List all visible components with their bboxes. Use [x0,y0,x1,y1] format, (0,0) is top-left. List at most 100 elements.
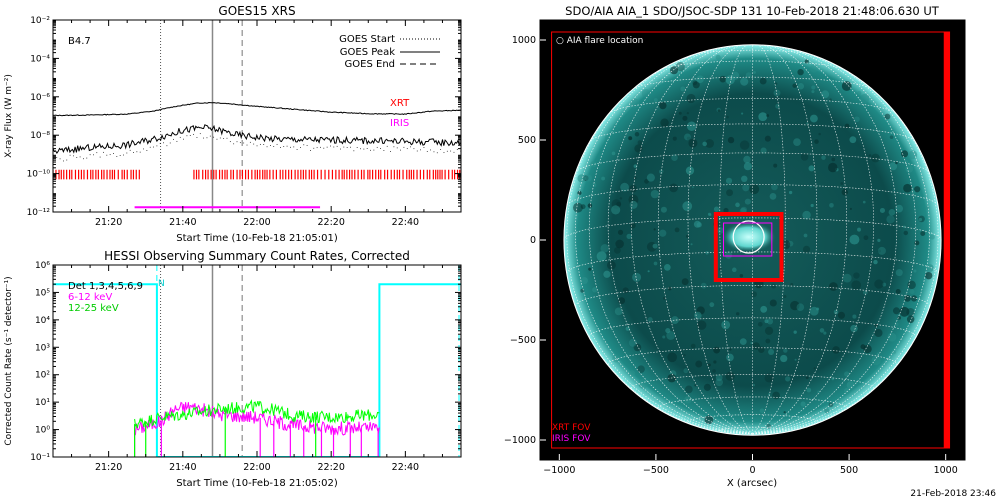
aia-disk-feature [780,354,788,363]
aia-disk-feature [809,64,819,73]
goes-series-point [316,147,318,149]
goes-series-point [123,154,124,156]
aia-disk-feature [724,251,733,259]
aia-disk-feature [715,54,721,60]
aia-disk-feature [863,235,869,241]
aia-disk-feature [877,238,881,242]
aia-disk-feature [749,184,760,195]
aia-disk-feature [684,385,693,394]
aia-disk-feature [694,311,702,320]
goes-series-point [390,151,391,152]
aia-disk-feature [895,269,903,277]
aia-disk-feature [740,206,748,214]
aia-disk-feature [828,162,838,173]
aia-disk-feature [877,249,881,253]
aia-flare-location-circle [732,220,765,254]
aia-disk-feature [584,174,592,182]
aia-longitude-line [752,47,898,435]
aia-disk-feature [920,231,926,236]
aia-disk-feature [691,186,695,189]
aia-disk-feature [615,239,624,249]
aia-disk-feature [752,383,756,387]
goes-series-point [133,152,134,153]
goes-series-point [183,138,184,140]
aia-disk-feature [719,75,727,83]
goes-class-label: B4.7 [68,36,91,47]
hessi-legend-det: Det 1,3,4,5,6,9 [68,281,143,292]
aia-disk-feature [696,75,704,83]
aia-disk-feature [646,173,655,182]
goes-ytick-label: 10⁻⁸ [30,131,50,141]
goes-series-point [163,142,164,144]
aia-disk-feature [851,280,861,290]
aia-disk-feature [686,93,696,104]
aia-disk-feature [764,319,769,324]
aia-xtick-label: 1000 [934,465,958,476]
aia-disk-feature [653,228,656,231]
aia-disk-feature [783,411,786,414]
aia-ytick-label: −1000 [504,435,536,446]
aia-disk-feature [647,317,653,323]
aia-disk-feature [696,320,707,330]
hessi-ytick-label: 10⁴ [35,316,50,326]
hessi-legend: Det 1,3,4,5,6,9 6-12 keV 12-25 keV [68,281,143,314]
aia-disk-feature [806,387,812,393]
aia-disk-feature [829,282,838,291]
hessi-frame [52,264,462,458]
aia-disk-feature [895,289,901,295]
aia-disk-feature [739,274,744,278]
goes-plot-area [53,20,461,212]
aia-disk-feature [783,348,788,353]
aia-disk-feature [857,227,861,232]
hessi-xtick-label: 21:40 [169,462,196,473]
aia-disk-feature [792,83,797,88]
aia-disk-feature [790,300,800,311]
aia-disk-feature [908,150,918,160]
aia-disk-feature [686,136,691,141]
aia-disk-feature [745,72,752,78]
aia-disk-feature [895,204,904,213]
goes-series-point [426,151,428,152]
aia-disk-feature [725,371,735,381]
aia-disk-feature [663,296,666,300]
aia-disk-feature [797,83,805,90]
aia-disk-feature [794,358,797,361]
aia-ytick-label: 500 [518,135,536,146]
goes-xtick-label: 21:20 [95,217,122,228]
aia-disk-feature [862,290,868,295]
aia-latitude-line [632,76,873,90]
aia-disk-feature [886,215,895,224]
aia-disk-feature [899,306,910,317]
aia-disk-feature [853,272,860,279]
goes-series-point [360,148,361,150]
goes-series-point [69,154,71,156]
aia-disk-feature [905,160,909,163]
aia-disk-feature [628,194,639,205]
aia-disk-feature [726,189,734,197]
aia-disk-feature [732,267,737,273]
hessi-night-label: N [158,279,165,289]
aia-disk-feature [688,138,698,148]
aia-disk-feature [620,182,629,192]
aia-disk-feature [925,205,930,210]
aia-disk-feature [841,189,849,196]
aia-disk-feature [882,282,887,287]
aia-disk-feature [863,344,872,354]
aia-disk-feature [892,307,901,315]
aia-disk-feature [902,225,906,229]
aia-disk-feature [925,264,934,273]
goes-series-point [326,146,328,148]
goes-series-point [243,142,245,144]
aia-disk-feature [619,197,623,200]
goes-series-point [159,142,161,144]
aia-disk-feature [844,123,850,129]
goes-series-point [396,147,398,149]
aia-disk-feature [907,280,916,290]
aia-disk-feature [860,93,870,104]
aia-disk-feature [671,154,678,162]
goes-series-point [306,145,308,146]
aia-disk-feature [611,205,621,215]
aia-disk-feature [709,302,715,308]
aia-disk-feature [909,289,915,295]
aia-disk-feature [829,203,834,208]
